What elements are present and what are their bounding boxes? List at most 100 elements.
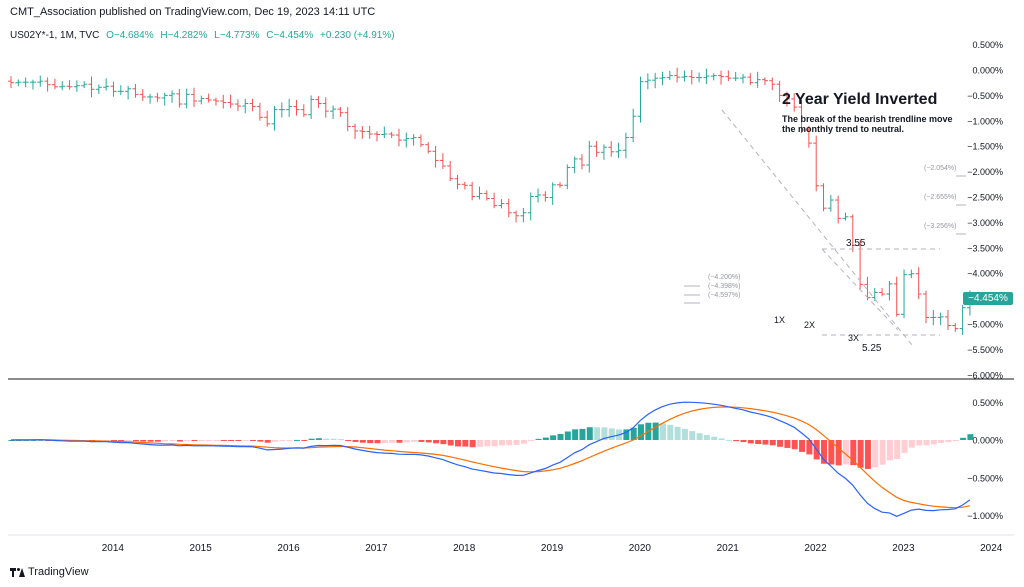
macd-histogram-bar [799, 440, 806, 452]
fib-label-left: (−4.200%) [708, 274, 741, 281]
price-axis-label: 0.000% [972, 66, 1003, 76]
annotation-line-2: the monthly trend to neutral. [782, 124, 905, 134]
macd-histogram-bar [118, 440, 125, 442]
macd-histogram-bar [293, 439, 300, 441]
macd-histogram-bar [367, 440, 374, 444]
macd-histogram-bar [740, 440, 747, 443]
macd-histogram-bar [462, 440, 469, 447]
macd-histogram-bar [403, 440, 410, 443]
annotation-text[interactable]: The break of the bearish trendline move … [782, 114, 956, 134]
macd-histogram-bar [286, 440, 293, 441]
macd-histogram-bar [725, 439, 732, 441]
macd-histogram-bar [667, 424, 674, 440]
macd-histogram-bar [916, 440, 923, 446]
macd-histogram-bar [125, 440, 132, 441]
price-axis-label: −0.500% [967, 91, 1003, 101]
macd-histogram-bar [901, 440, 908, 453]
fib-label-right: (−2.054%) [924, 165, 957, 172]
macd-axis-label: −0.500% [967, 473, 1003, 483]
fib-label-right: (−2.655%) [924, 194, 957, 201]
macd-axis-label: −1.000% [967, 511, 1003, 521]
time-axis-label: 2021 [717, 543, 740, 554]
macd-histogram-bar [535, 438, 542, 440]
macd-histogram-bar [886, 440, 893, 461]
macd-histogram-bar [696, 433, 703, 440]
price-axis-label: −5.500% [967, 345, 1003, 355]
symbol-label[interactable]: US02Y*-1, 1M, TVC [10, 30, 100, 41]
price-axis-label: −2.000% [967, 167, 1003, 177]
price-axis-label: −6.000% [967, 370, 1003, 380]
time-axis-label: 2018 [453, 543, 476, 554]
macd-histogram-bar [806, 440, 813, 455]
macd-histogram-bar [601, 427, 608, 440]
price-axis-label: −1.500% [967, 142, 1003, 152]
macd-histogram-bar [564, 431, 571, 440]
macd-histogram-bar [272, 440, 279, 442]
macd-histogram-bar [674, 426, 681, 440]
price-axis-label: −3.000% [967, 218, 1003, 228]
time-axis-label: 2017 [365, 543, 388, 554]
macd-histogram-bar [681, 428, 688, 440]
macd-histogram-bar [557, 433, 564, 440]
macd-histogram-bar [411, 440, 418, 442]
macd-histogram-bar [864, 440, 871, 469]
macd-histogram-bar [484, 440, 491, 447]
macd-histogram-bar [608, 428, 615, 440]
macd-histogram-bar [542, 437, 549, 440]
macd-histogram-bar [103, 440, 110, 441]
macd-histogram-bar [433, 440, 440, 444]
annotation-line-1: The break of the bearish trendline move [782, 114, 953, 124]
fib-label-right: (−3.256%) [924, 223, 957, 230]
macd-histogram-bar [630, 427, 637, 440]
marker-3x: 3X [848, 333, 859, 343]
macd-histogram-bar [184, 440, 191, 441]
low-value: L−4.773% [214, 30, 260, 41]
price-axis-label: −5.000% [967, 320, 1003, 330]
macd-histogram-bar [228, 440, 235, 441]
fib-label-left: (−4.597%) [708, 292, 741, 299]
macd-histogram-bar [659, 423, 666, 440]
macd-histogram-bar [769, 440, 776, 446]
macd-histogram-bar [879, 440, 886, 465]
macd-histogram-bar [345, 440, 352, 441]
footer-brand[interactable]: TradingView [10, 566, 89, 578]
macd-histogram-bar [733, 440, 740, 442]
macd-histogram-bar [967, 434, 974, 440]
time-axis-label: 2016 [277, 543, 300, 554]
macd-histogram-bar [279, 440, 286, 442]
macd-histogram-bar [191, 440, 198, 442]
price-axis-label: −1.000% [967, 116, 1003, 126]
macd-histogram-bar [235, 440, 242, 441]
macd-histogram-bar [777, 440, 784, 447]
time-axis-label: 2022 [804, 543, 827, 554]
macd-histogram-bar [930, 440, 937, 445]
macd-histogram-bar [594, 427, 601, 440]
macd-histogram-bar [476, 440, 483, 447]
macd-histogram-bar [264, 440, 271, 443]
macd-histogram-bar [821, 440, 828, 464]
macd-histogram-bar [842, 440, 849, 465]
macd-histogram-bar [652, 422, 659, 440]
macd-histogram-bar [689, 431, 696, 440]
level-label-low: 5.25 [862, 343, 882, 354]
price-axis-label: −3.500% [967, 243, 1003, 253]
macd-histogram-bar [952, 440, 959, 442]
macd-histogram-bar [242, 440, 249, 441]
macd-histogram-bar [938, 440, 945, 443]
macd-histogram-bar [381, 440, 388, 444]
macd-histogram-bar [908, 440, 915, 448]
annotation-title[interactable]: 2 Year Yield Inverted [782, 91, 938, 108]
macd-histogram-bar [586, 427, 593, 440]
macd-histogram-bar [506, 440, 513, 446]
macd-histogram-bar [330, 438, 337, 440]
macd-histogram-bar [469, 440, 476, 448]
bearish-trendline [721, 109, 913, 346]
macd-histogram-bar [447, 440, 454, 446]
macd-histogram-bar [850, 440, 857, 466]
macd-histogram-bar [638, 424, 645, 440]
price-axis-label: −2.500% [967, 193, 1003, 203]
high-value: H−4.282% [160, 30, 208, 41]
macd-histogram-bar [762, 440, 769, 445]
macd-histogram-bar [711, 436, 718, 440]
